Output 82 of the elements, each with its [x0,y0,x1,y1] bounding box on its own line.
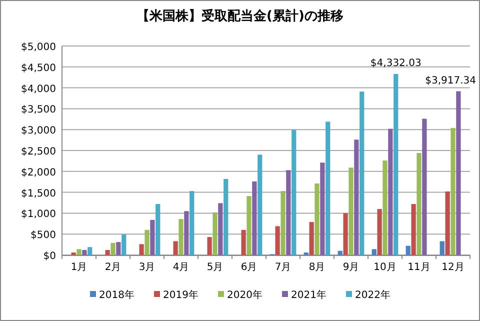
legend-label: 2021年 [291,289,326,301]
bar [258,154,262,255]
bar [252,181,257,255]
bar [320,162,325,255]
x-tick-label: 12月 [442,262,464,273]
bar [218,203,223,255]
chart-title: 【米国株】受取配当金(累計)の推移 [136,8,344,24]
bar [382,160,388,255]
bar [445,191,450,255]
data-label: $4,332.03 [370,58,422,69]
x-tick-label: 8月 [308,262,326,273]
bar [309,222,314,255]
bar [241,230,246,255]
y-tick-label: $5,000 [21,42,56,53]
bar [377,209,382,255]
y-tick-label: $1,500 [21,188,56,200]
bar [394,74,398,255]
bar [88,247,92,255]
bar [184,211,189,255]
bar [348,168,354,255]
x-tick-label: 7月 [274,262,292,273]
y-tick-label: $3,000 [21,126,56,137]
bar [178,219,184,255]
y-tick-label: $3,500 [21,104,56,116]
bar [450,128,456,255]
bar [116,242,121,255]
bar [207,237,212,255]
legend-label: 2019年 [163,289,198,301]
bar [286,170,291,255]
bar [110,242,116,255]
bar [122,234,126,255]
x-tick-label: 6月 [240,262,258,273]
x-tick-label: 2月 [104,262,122,273]
x-tick-label: 5月 [206,262,224,273]
y-tick-label: $4,000 [21,84,56,95]
bar [456,91,461,255]
bar [76,249,82,255]
bar [343,213,348,255]
bar [150,220,155,255]
bar [354,140,359,255]
y-tick-label: $4,500 [21,62,56,74]
legend-label: 2018年 [99,289,134,301]
bar [280,191,286,255]
bar [82,250,87,255]
bar [440,241,444,255]
bar [388,128,393,255]
x-tick-label: 1月 [70,262,88,273]
y-tick-label: $0 [43,251,56,262]
bar [422,118,427,255]
y-tick-label: $500 [30,230,56,242]
bar [304,252,308,255]
x-tick-label: 4月 [172,262,190,273]
bar [190,191,194,255]
bar [212,212,218,255]
y-tick-label: $2,000 [21,167,56,178]
bar [139,244,144,255]
x-tick-label: 3月 [138,262,156,273]
bar [360,92,364,255]
bar [173,241,178,255]
bar [156,204,160,255]
bar [292,130,296,255]
bar [416,153,422,255]
bar [105,250,110,255]
bar [411,204,416,255]
bar [372,249,376,255]
x-tick-label: 9月 [342,262,360,273]
x-tick-label: 10月 [374,262,396,273]
bar [144,230,150,255]
x-tick-label: 11月 [408,262,430,273]
bar [224,178,228,255]
bar [326,122,330,255]
legend-label: 2020年 [227,289,262,301]
data-label: $3,917.34 [425,75,476,86]
bar [338,250,342,255]
y-tick-label: $2,500 [21,146,56,158]
bar [406,246,410,255]
legend-label: 2022年 [355,289,390,301]
bar [275,226,280,255]
bar [314,184,320,255]
y-tick-label: $1,000 [21,209,56,220]
bar [246,196,252,255]
bar [71,252,76,255]
